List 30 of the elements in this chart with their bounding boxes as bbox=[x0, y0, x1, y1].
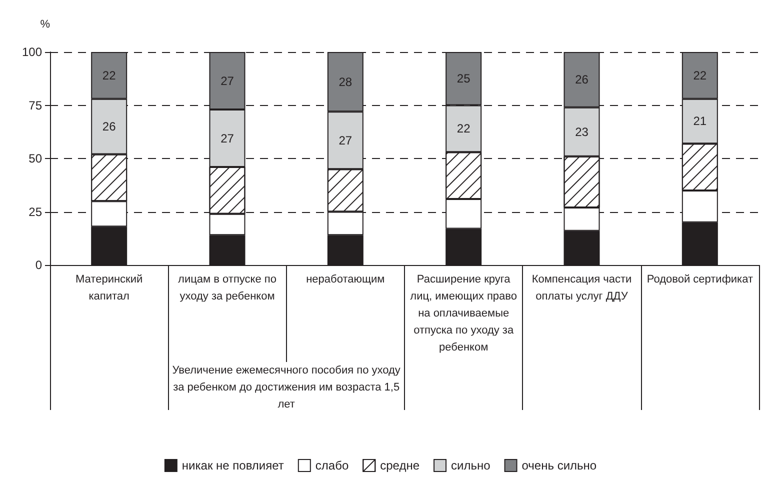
data-label: 25 bbox=[456, 72, 471, 86]
data-label: 22 bbox=[456, 122, 471, 136]
legend-label: средне bbox=[380, 458, 420, 472]
data-label: 26 bbox=[575, 72, 589, 87]
x-tick-label: Родовой сертификат bbox=[646, 274, 753, 286]
data-label: 27 bbox=[338, 133, 352, 148]
x-tick-label: Компенсация части оплаты услуг ДДУ bbox=[532, 274, 632, 302]
data-label: 21 bbox=[693, 114, 707, 128]
data-label: 27 bbox=[220, 74, 234, 88]
y-tick-label: 50 bbox=[28, 152, 42, 166]
legend-label: очень сильно bbox=[522, 458, 597, 472]
x-tick-label: неработающим bbox=[306, 274, 385, 286]
text: Увеличение ежемесячного пособия по уходу за ребенком до достижения им возраста 1,5 лет bbox=[172, 364, 401, 410]
data-label: 28 bbox=[338, 74, 352, 89]
data-label: 22 bbox=[102, 68, 116, 82]
data-label: 27 bbox=[220, 131, 234, 146]
y-tick-label: 100 bbox=[22, 45, 42, 59]
y-tick-label: 0 bbox=[35, 258, 42, 272]
data-label: 22 bbox=[693, 68, 707, 82]
data-label: 23 bbox=[575, 124, 589, 139]
legend-label: слабо bbox=[315, 458, 349, 472]
x-tick-label: Материнский капитал bbox=[76, 274, 143, 302]
y-axis-title: % bbox=[40, 18, 50, 30]
legend-label: никак не повлияет bbox=[182, 458, 284, 472]
data-label: 26 bbox=[102, 120, 116, 134]
y-tick-label: 75 bbox=[28, 98, 42, 112]
x-tick-label: лицам в отпуске по уходу за ребенком bbox=[178, 274, 276, 302]
x-tick-label: Расширение круга лиц, имеющих право на оплачиваемые отпуска по уходу за ребенком bbox=[410, 274, 518, 354]
legend-label: сильно bbox=[451, 458, 491, 472]
y-tick-label: 25 bbox=[28, 204, 42, 219]
